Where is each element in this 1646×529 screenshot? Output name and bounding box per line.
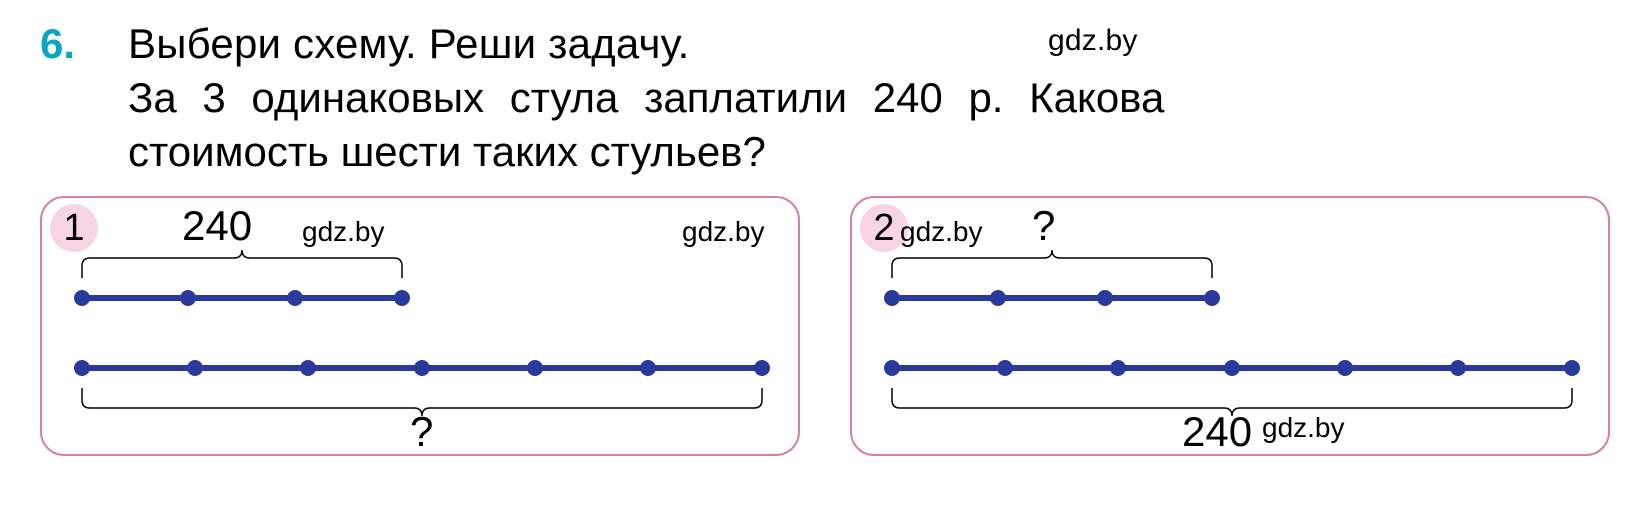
problem-number: 6. xyxy=(40,20,75,68)
problem-line-1-text: Выбери схему. Реши задачу. xyxy=(128,20,689,67)
problem-line-2: За 3 одинаковых стула заплатили 240 р. К… xyxy=(128,74,1616,122)
page: 6. Выбери схему. Реши задачу. gdz.by За … xyxy=(0,0,1646,529)
problem-line-1: Выбери схему. Реши задачу. gdz.by xyxy=(128,20,1616,68)
diagram-panel-2: 2 ? gdz.by xyxy=(850,196,1610,456)
watermark-top: gdz.by xyxy=(1048,24,1138,58)
panel-1-bottom-label: ? xyxy=(410,408,433,456)
problem-line-3: стоимость шести таких стульев? xyxy=(128,128,1616,176)
panel-2-watermark-b: gdz.by xyxy=(1262,412,1345,444)
panel-2-bottom-label: 240 xyxy=(1182,408,1252,456)
diagrams-row: 1 240 gdz.by gdz.by xyxy=(40,196,1616,456)
problem-text: 6. Выбери схему. Реши задачу. gdz.by За … xyxy=(40,20,1616,176)
diagram-panel-1: 1 240 gdz.by gdz.by xyxy=(40,196,800,456)
